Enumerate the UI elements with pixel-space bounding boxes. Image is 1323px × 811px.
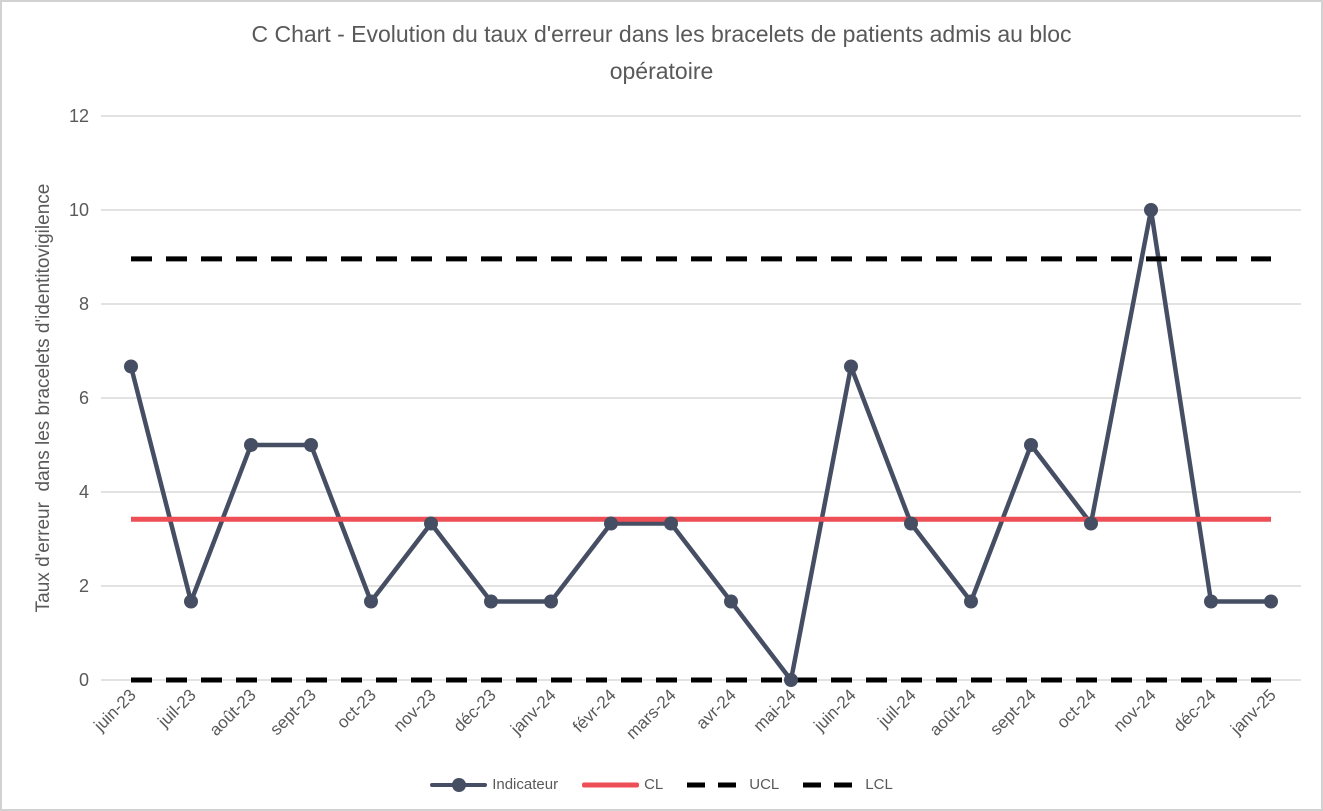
data-point-marker xyxy=(124,359,138,374)
legend-label-ucl: UCL xyxy=(749,776,780,793)
chart-title-line2: opératoire xyxy=(609,58,714,84)
data-point-marker xyxy=(424,516,438,531)
y-tick-label: 4 xyxy=(79,482,89,502)
x-tick-label: janv-24 xyxy=(506,685,560,739)
legend-label-lcl: LCL xyxy=(865,776,893,793)
data-point-marker xyxy=(964,594,978,609)
cl-line-icon xyxy=(582,777,640,793)
x-tick-label: nov-24 xyxy=(1110,685,1160,735)
x-tick-label: juin-23 xyxy=(90,685,140,735)
y-tick-label: 12 xyxy=(69,106,89,126)
x-tick-label: août-23 xyxy=(206,685,260,739)
y-tick-label: 0 xyxy=(79,670,89,690)
chart-title: C Chart - Evolution du taux d'erreur dan… xyxy=(2,16,1321,90)
ucl-dashed-line-icon xyxy=(687,777,745,793)
data-point-marker xyxy=(364,594,378,609)
data-point-marker xyxy=(1144,203,1158,217)
data-point-marker xyxy=(904,516,918,531)
x-tick-label: mars-24 xyxy=(622,685,680,743)
x-tick-label: juil-24 xyxy=(874,685,920,731)
x-tick-label: déc-24 xyxy=(1170,685,1220,735)
data-point-marker xyxy=(784,673,798,687)
legend-item-ucl: UCL xyxy=(687,776,779,793)
data-point-marker xyxy=(844,359,858,374)
data-point-marker xyxy=(484,594,498,609)
data-point-marker xyxy=(724,594,738,609)
data-point-marker xyxy=(1024,438,1038,452)
x-tick-label: févr-24 xyxy=(569,685,620,736)
y-tick-label: 2 xyxy=(79,576,89,596)
chart-title-line1: C Chart - Evolution du taux d'erreur dan… xyxy=(251,21,1072,47)
indicator-line-marker-icon xyxy=(430,777,488,793)
lcl-dashed-line-icon xyxy=(803,777,861,793)
x-tick-label: nov-23 xyxy=(390,685,440,735)
legend-item-indicateur: Indicateur xyxy=(430,776,558,793)
y-tick-label: 10 xyxy=(69,200,89,220)
x-tick-label: mai-24 xyxy=(750,685,800,735)
legend: Indicateur CL UCL LCL xyxy=(2,776,1321,793)
data-point-marker xyxy=(604,516,618,531)
x-tick-label: août-24 xyxy=(926,685,980,739)
legend-item-lcl: LCL xyxy=(803,776,893,793)
data-point-marker xyxy=(184,594,198,609)
data-point-marker xyxy=(244,438,258,452)
x-tick-label: juin-24 xyxy=(810,685,860,735)
legend-label-cl: CL xyxy=(644,776,664,793)
x-tick-label: oct-23 xyxy=(333,685,380,732)
legend-label-indicateur: Indicateur xyxy=(492,776,559,793)
data-point-marker xyxy=(544,594,558,609)
data-point-marker xyxy=(664,516,678,531)
x-tick-label: déc-23 xyxy=(450,685,500,735)
x-tick-label: janv-25 xyxy=(1226,685,1280,739)
x-tick-label: juil-23 xyxy=(154,685,200,731)
x-tick-label: oct-24 xyxy=(1053,685,1100,732)
y-tick-label: 8 xyxy=(79,294,89,314)
data-point-marker xyxy=(1204,594,1218,609)
data-point-marker xyxy=(304,438,318,452)
indicator-line xyxy=(128,207,1271,683)
legend-item-cl: CL xyxy=(582,776,663,793)
y-tick-label: 6 xyxy=(79,388,89,408)
x-tick-label: avr-24 xyxy=(692,685,740,733)
x-tick-label: sept-24 xyxy=(986,685,1040,739)
data-point-marker xyxy=(1264,594,1278,609)
data-point-marker xyxy=(1084,516,1098,531)
x-tick-label: sept-23 xyxy=(266,685,320,739)
